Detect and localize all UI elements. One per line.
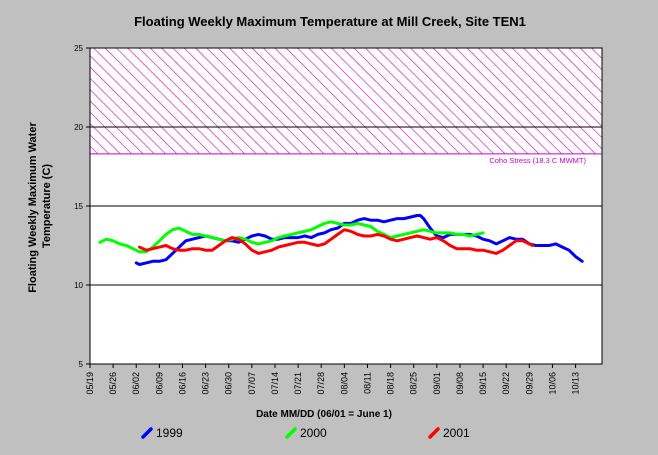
x-tick-label: 06/23 [201,372,211,395]
x-tick-label: 08/04 [339,372,349,395]
legend-label-2000: 2000 [300,426,327,440]
x-axis-label: Date MM/DD (06/01 = June 1) [256,409,392,420]
x-tick-label: 06/02 [131,372,141,395]
legend: 1999 2000 2001 [141,426,470,440]
y-tick-label: 20 [74,123,83,132]
x-tick-label: 09/29 [524,372,534,395]
legend-label-2001: 2001 [443,426,470,440]
x-tick-label: 07/07 [247,372,257,395]
series-line-2000 [98,220,485,254]
x-tick-label: 07/21 [293,372,303,395]
series-line-2001 [138,228,535,255]
x-tick-label: 06/09 [154,372,164,395]
x-tick-label: 07/14 [270,372,280,395]
x-tick-label: 06/30 [224,372,234,395]
stress-band-label: Coho Stress (18.3 C MWMT) [489,156,586,165]
y-tick-label: 10 [74,281,83,290]
x-tick-label: 09/22 [501,372,511,395]
x-tick-label: 09/01 [432,372,442,395]
y-axis-label: Floating Weekly Maximum Water Temperatur… [27,119,53,293]
stress-band [90,48,602,154]
x-tick-label: 10/06 [547,372,557,395]
chart-title: Floating Weekly Maximum Temperature at M… [134,14,526,29]
x-tick-label: 05/26 [108,372,118,395]
y-tick-label: 5 [79,360,84,369]
y-tick-label: 25 [74,44,83,53]
legend-label-1999: 1999 [156,426,183,440]
x-tick-label: 08/18 [386,372,396,395]
legend-swatch-2001 [428,427,440,439]
legend-swatch-1999 [141,427,153,439]
x-tick-label: 09/08 [455,372,465,395]
y-tick-label: 15 [74,202,83,211]
x-tick-label: 09/15 [478,372,488,395]
x-tick-label: 10/13 [571,372,581,395]
x-tick-label: 07/28 [316,372,326,395]
legend-swatch-2000 [285,427,297,439]
x-tick-label: 06/16 [177,372,187,395]
x-tick-label: 08/25 [409,372,419,395]
x-tick-label: 08/11 [362,372,372,394]
x-tick-label: 05/19 [85,372,95,395]
